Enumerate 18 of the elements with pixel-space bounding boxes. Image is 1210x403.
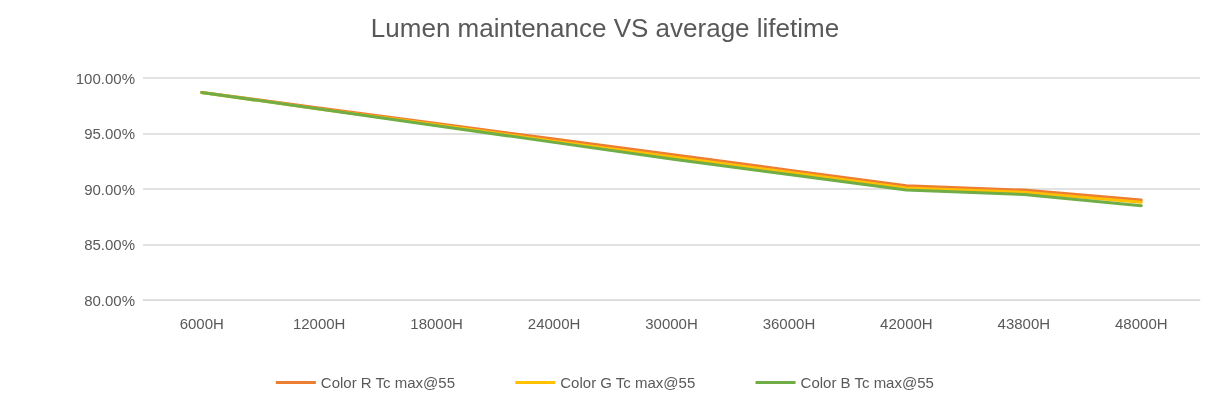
legend-label: Color R Tc max@55: [320, 374, 456, 391]
x-tick-label: 24000H: [527, 315, 581, 332]
x-tick-label: 36000H: [762, 315, 816, 332]
x-tick-label: 18000H: [410, 315, 463, 332]
chart-title: Lumen maintenance VS average lifetime: [370, 13, 840, 43]
x-tick-label: 43800H: [997, 315, 1051, 332]
y-tick-label: 100.00%: [75, 69, 135, 87]
y-tick-label: 90.00%: [84, 180, 135, 198]
legend-label: Color B Tc max@55: [800, 374, 934, 391]
x-tick-label: 12000H: [292, 315, 346, 332]
x-tick-label: 6000H: [179, 315, 224, 332]
x-tick-label: 48000H: [1115, 315, 1168, 332]
y-tick-label: 95.00%: [84, 125, 135, 142]
x-tick-label: 42000H: [880, 315, 933, 332]
x-tick-label: 30000H: [645, 315, 698, 332]
y-tick-label: 80.00%: [84, 291, 135, 309]
y-tick-label: 85.00%: [84, 236, 135, 253]
legend-label: Color G Tc max@55: [560, 374, 696, 391]
